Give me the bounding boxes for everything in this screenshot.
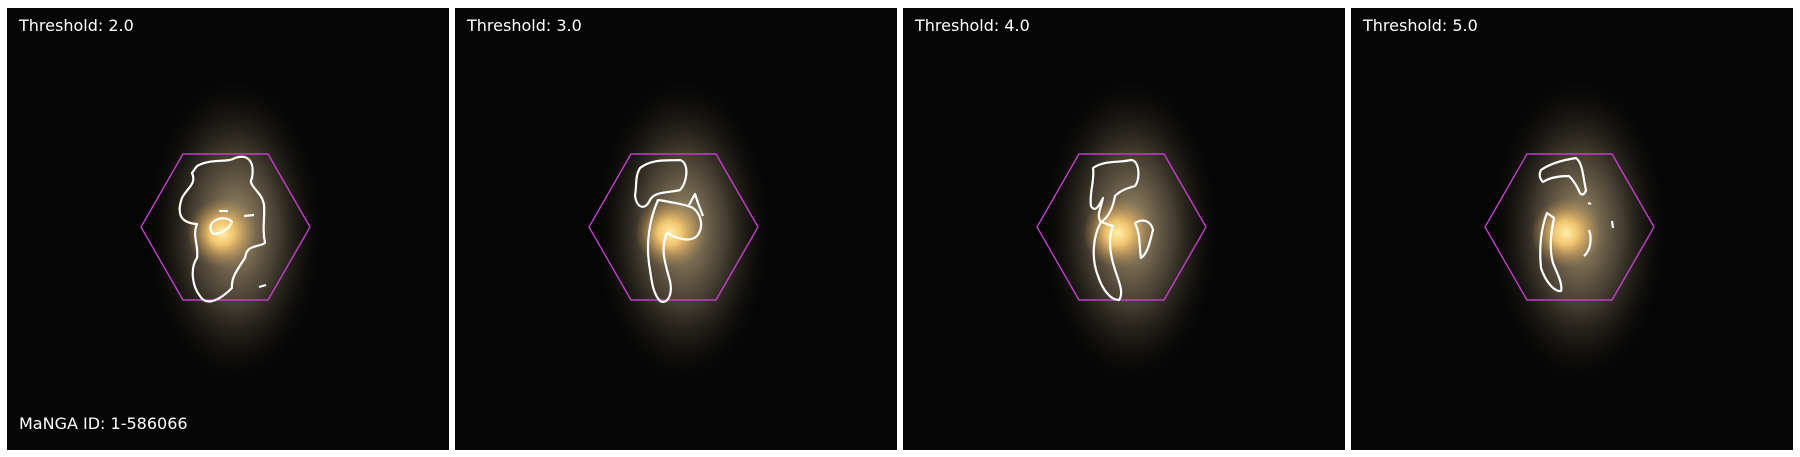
ifu-hexagon — [1036, 153, 1207, 301]
contour-core — [209, 217, 234, 236]
image-panel-threshold-4: Threshold: 4.0 — [903, 8, 1345, 450]
manga-id-label: MaNGA ID: 1-586066 — [19, 414, 188, 433]
contour-lower-arm — [646, 198, 703, 303]
contour-lines — [178, 155, 267, 303]
threshold-label: Threshold: 2.0 — [19, 16, 134, 35]
contour-lower-arm — [1092, 220, 1123, 302]
contour-inner-arm — [1133, 219, 1155, 260]
ifu-hexagon — [1484, 153, 1655, 301]
contour-speck — [258, 283, 267, 289]
contour-upper-arm — [1089, 158, 1140, 224]
threshold-label: Threshold: 3.0 — [467, 16, 582, 35]
ifu-hexagon — [588, 153, 759, 301]
contour-speck — [1587, 201, 1592, 206]
threshold-label: Threshold: 4.0 — [915, 16, 1030, 35]
contour-inner-arm — [1583, 229, 1592, 257]
galaxy-core — [1083, 198, 1153, 268]
contour-lower-arm — [1539, 211, 1563, 293]
image-panel-threshold-3: Threshold: 3.0 — [455, 8, 897, 450]
image-panel-threshold-5: Threshold: 5.0 — [1351, 8, 1793, 450]
galaxy-image — [903, 8, 1345, 450]
contour-speck — [243, 213, 255, 218]
galaxy-image — [7, 8, 449, 450]
galaxy-image — [1351, 8, 1793, 450]
contour-lines — [1089, 158, 1155, 302]
galaxy-image — [455, 8, 897, 450]
contour-upper-arm — [633, 158, 688, 208]
contour-upper-arm — [1538, 156, 1588, 196]
contour-lines — [633, 158, 705, 303]
contour-outer — [178, 155, 267, 303]
contour-speck — [1610, 220, 1615, 229]
threshold-label: Threshold: 5.0 — [1363, 16, 1478, 35]
galaxy-core — [1531, 198, 1601, 268]
image-panel-threshold-2: Threshold: 2.0 MaNGA ID: 1-586066 — [7, 8, 449, 450]
contour-inner-arm — [688, 192, 705, 217]
ifu-hexagon — [140, 153, 311, 301]
contour-lines — [1538, 156, 1615, 293]
